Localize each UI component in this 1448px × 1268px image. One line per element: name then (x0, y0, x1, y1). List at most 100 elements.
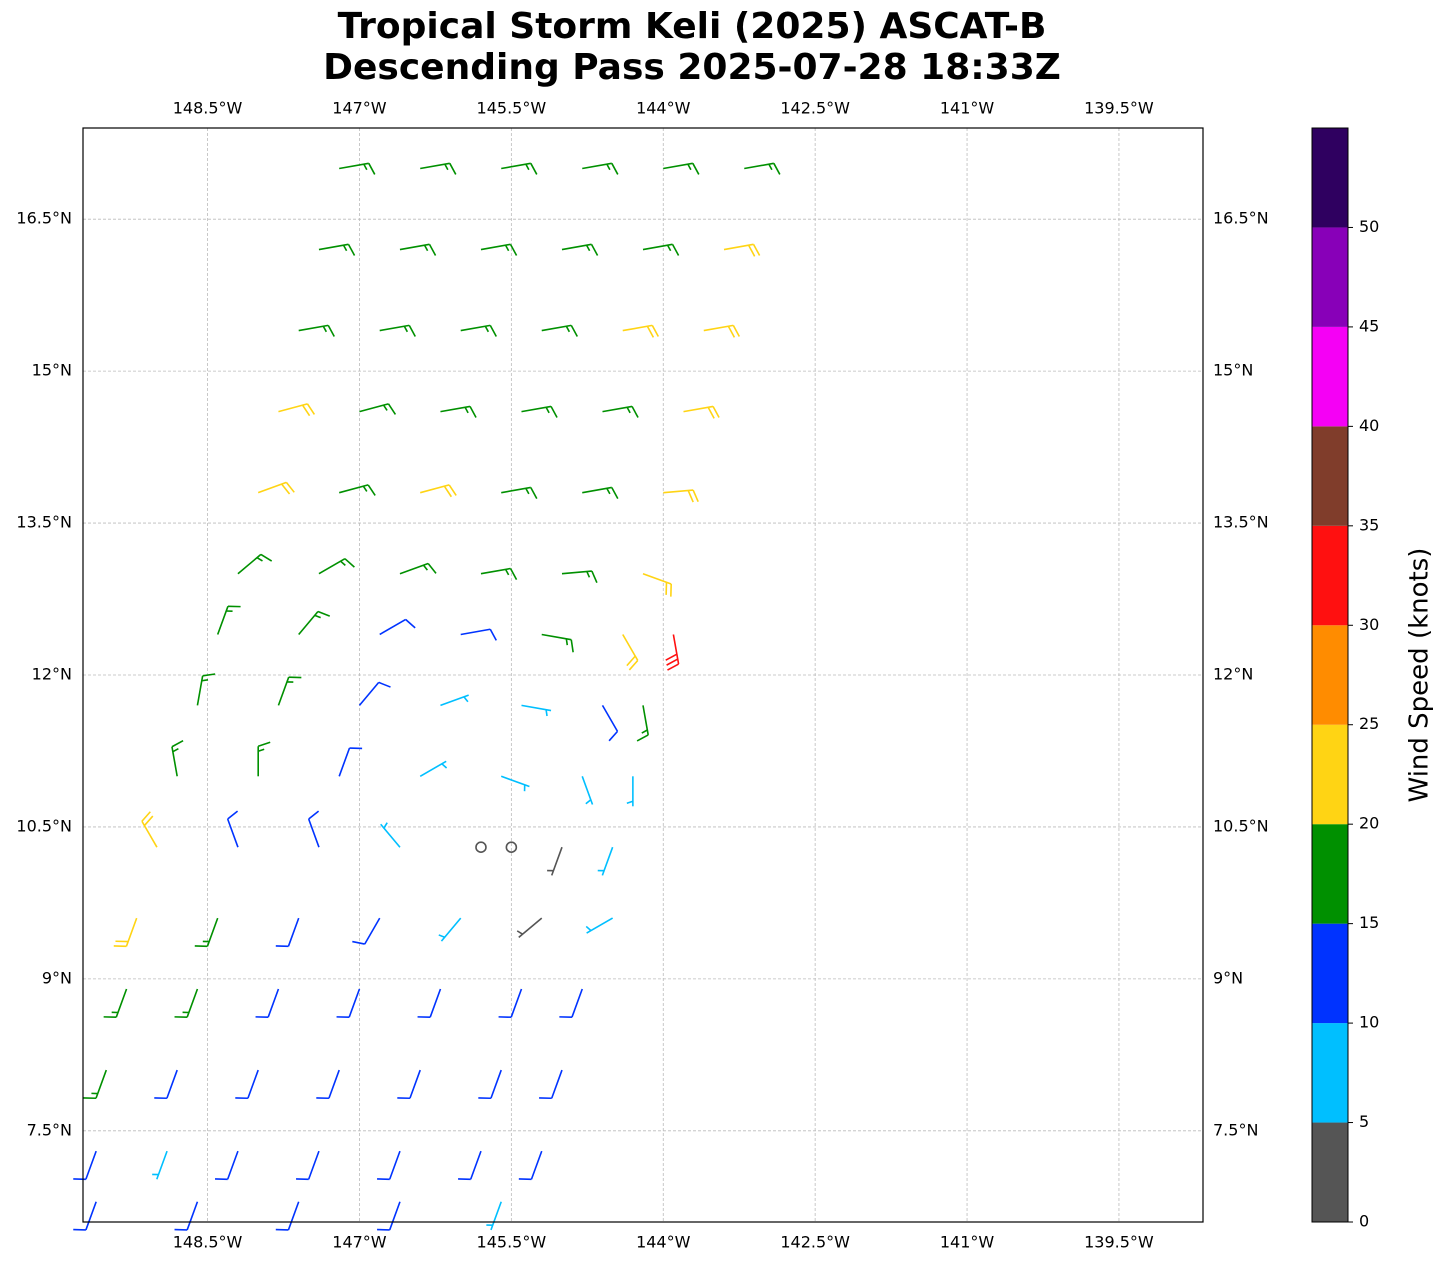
barb-half-feather (384, 405, 387, 410)
colorbar-label: Wind Speed (knots) (1405, 548, 1435, 803)
y-tick-label: 15°N (32, 361, 72, 380)
y-tick-label: 10.5°N (1213, 816, 1269, 835)
barb-half-feather (344, 245, 347, 251)
y-tick-label: 13.5°N (1213, 513, 1269, 532)
barb-staff (329, 1070, 339, 1098)
barb-feather (409, 325, 415, 336)
wind-barb (316, 1070, 339, 1098)
wind-barb (359, 404, 395, 415)
barb-feather (490, 325, 496, 336)
wind-barb (598, 847, 613, 875)
barb-half-feather (642, 730, 648, 733)
x-tick-label: 142.5°W (780, 99, 850, 118)
wind-barb (666, 634, 679, 670)
x-tick-label: 148.5°W (173, 99, 243, 118)
barb-half-feather (442, 764, 447, 768)
barb-half-feather (425, 245, 428, 251)
wind-barb (400, 244, 436, 255)
barb-staff (228, 1151, 238, 1179)
wind-barb (521, 406, 557, 417)
wind-barb (296, 1151, 319, 1179)
barb-feather (693, 490, 698, 502)
barb-feather (708, 407, 714, 418)
barb-half-feather (257, 558, 262, 561)
barb-feather (609, 731, 617, 740)
wind-barb (623, 325, 659, 337)
x-tick-label: 141°W (940, 1233, 995, 1252)
wind-barb (627, 776, 633, 806)
barb-feather (309, 811, 319, 819)
colorbar-tick-label: 45 (1359, 316, 1379, 335)
barb-half-feather (566, 639, 567, 645)
barb-staff (228, 819, 238, 847)
barb-feather (612, 487, 618, 498)
wind-barb (73, 1202, 96, 1230)
barb-feather (345, 559, 354, 567)
y-tick-label: 16.5°N (1213, 209, 1269, 228)
wind-barb (172, 741, 183, 777)
barb-feather (531, 163, 537, 174)
colorbar-tick-label: 10 (1359, 1013, 1379, 1032)
barb-feather (258, 742, 270, 746)
barb-half-feather (517, 931, 522, 934)
wind-barb (663, 163, 699, 174)
colorbar-tick-label: 0 (1359, 1212, 1369, 1231)
barb-feather (592, 571, 597, 583)
barb-feather (592, 244, 598, 255)
barb-staff (86, 1202, 96, 1230)
wind-barb (499, 989, 522, 1017)
colorbar-segment (1312, 625, 1348, 724)
x-tick-label: 139.5°W (1084, 99, 1154, 118)
wind-barb (420, 761, 446, 776)
barb-half-feather (364, 164, 367, 170)
colorbar-segment (1312, 526, 1348, 625)
colorbar-tick-label: 40 (1359, 416, 1379, 435)
wind-barb (439, 918, 461, 941)
y-tick-label: 7.5°N (27, 1120, 72, 1139)
wind-barb (562, 571, 597, 583)
barb-half-feather (769, 164, 772, 170)
barb-feather (318, 612, 330, 617)
barb-staff (86, 1151, 96, 1179)
wind-barb (278, 677, 301, 705)
wind-barb (521, 705, 551, 716)
wind-barb (724, 244, 760, 256)
x-tick-label: 139.5°W (1084, 1233, 1154, 1252)
barb-feather (388, 404, 395, 415)
colorbar-tick-label: 15 (1359, 913, 1379, 932)
barb-staff (471, 1151, 481, 1179)
barb-feather (673, 244, 679, 255)
wind-barb (643, 244, 679, 255)
barb-feather (652, 325, 658, 336)
y-tick-label: 7.5°N (1213, 1120, 1258, 1139)
barb-staff (572, 989, 582, 1017)
barb-staff (187, 1202, 197, 1230)
wind-barb (154, 1070, 177, 1098)
barb-half-feather (202, 680, 208, 681)
wind-barb (440, 406, 476, 417)
barb-half-feather (445, 164, 448, 170)
colorbar-segment (1312, 227, 1348, 326)
wind-barb (215, 1151, 238, 1179)
wind-barb (586, 918, 612, 933)
barb-half-feather (587, 572, 590, 578)
colorbar-segment (1312, 128, 1348, 227)
barb-staff (390, 1151, 400, 1179)
barb-half-feather (668, 245, 671, 251)
barb-half-feather (506, 245, 509, 251)
wind-barb (602, 705, 617, 740)
wind-barb (104, 989, 127, 1017)
barb-half-feather (586, 800, 591, 804)
wind-barb (602, 406, 638, 417)
wind-barb (684, 406, 720, 418)
wind-barb (637, 705, 648, 741)
barb-staff (430, 989, 440, 1017)
colorbar-segment (1312, 1023, 1348, 1122)
barb-half-feather (627, 407, 630, 413)
barb-feather (369, 163, 375, 174)
barb-half-feather (526, 488, 529, 494)
barb-feather (368, 485, 375, 496)
barb-feather (666, 654, 677, 660)
barb-half-feather (323, 326, 326, 332)
